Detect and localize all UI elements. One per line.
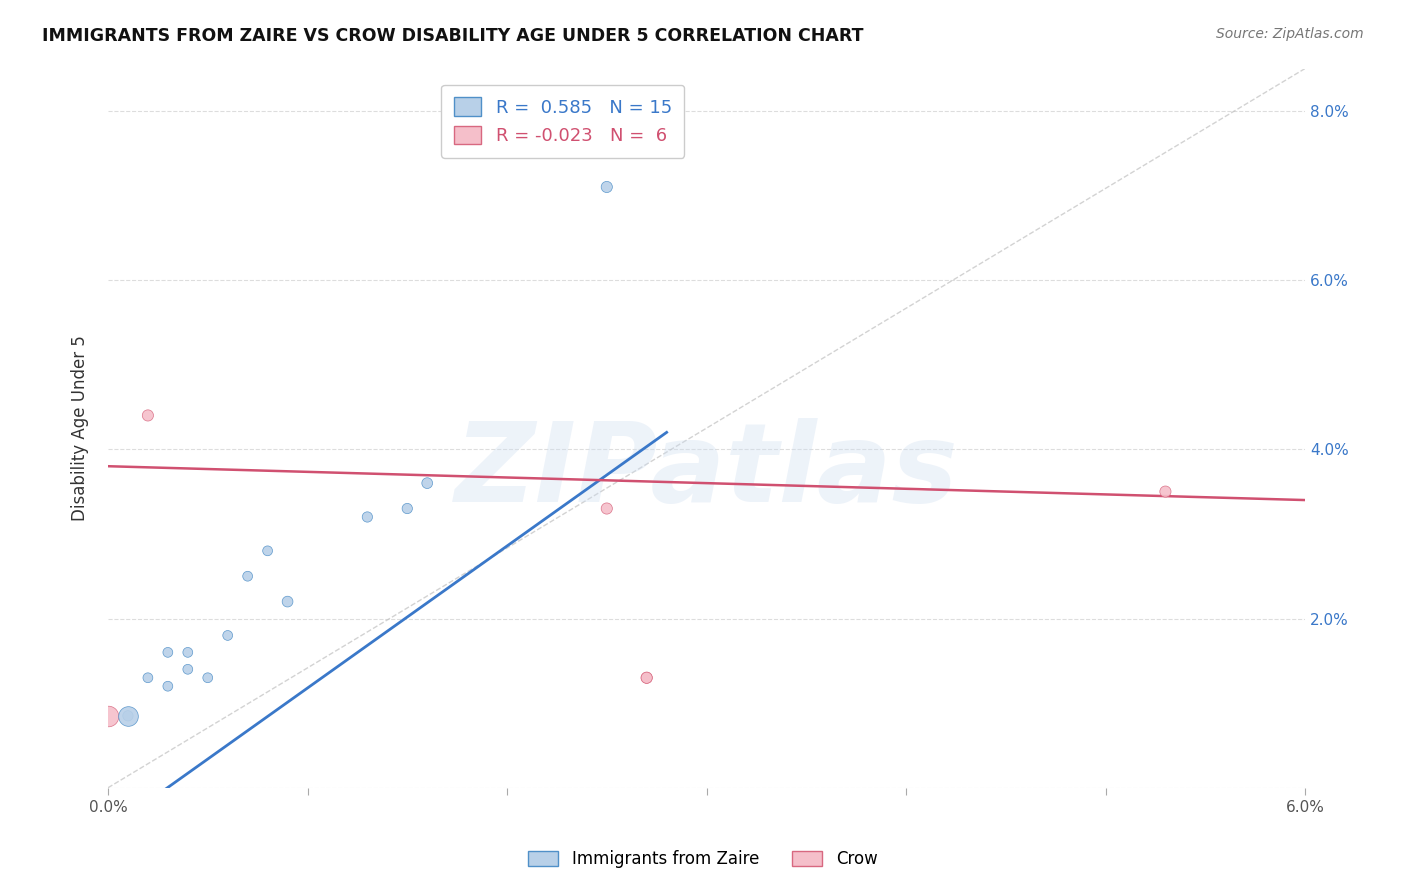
Point: [156, 679, 179, 693]
Point: [596, 501, 619, 516]
Point: [636, 671, 658, 685]
Point: [117, 709, 139, 723]
Point: [136, 671, 159, 685]
Point: [177, 645, 200, 659]
Point: [197, 671, 219, 685]
Point: [636, 671, 658, 685]
Point: [277, 594, 299, 608]
Point: [356, 510, 378, 524]
Point: [236, 569, 259, 583]
Point: [1154, 484, 1177, 499]
Text: ZIPatlas: ZIPatlas: [454, 417, 959, 524]
Point: [256, 544, 278, 558]
Text: IMMIGRANTS FROM ZAIRE VS CROW DISABILITY AGE UNDER 5 CORRELATION CHART: IMMIGRANTS FROM ZAIRE VS CROW DISABILITY…: [42, 27, 863, 45]
Point: [416, 476, 439, 491]
Y-axis label: Disability Age Under 5: Disability Age Under 5: [72, 335, 89, 521]
Point: [156, 645, 179, 659]
Point: [97, 709, 120, 723]
Legend: R =  0.585   N = 15, R = -0.023   N =  6: R = 0.585 N = 15, R = -0.023 N = 6: [441, 85, 685, 158]
Point: [177, 662, 200, 676]
Point: [596, 180, 619, 194]
Point: [217, 628, 239, 642]
Point: [117, 709, 139, 723]
Point: [396, 501, 419, 516]
Point: [136, 409, 159, 423]
Legend: Immigrants from Zaire, Crow: Immigrants from Zaire, Crow: [522, 844, 884, 875]
Text: Source: ZipAtlas.com: Source: ZipAtlas.com: [1216, 27, 1364, 41]
